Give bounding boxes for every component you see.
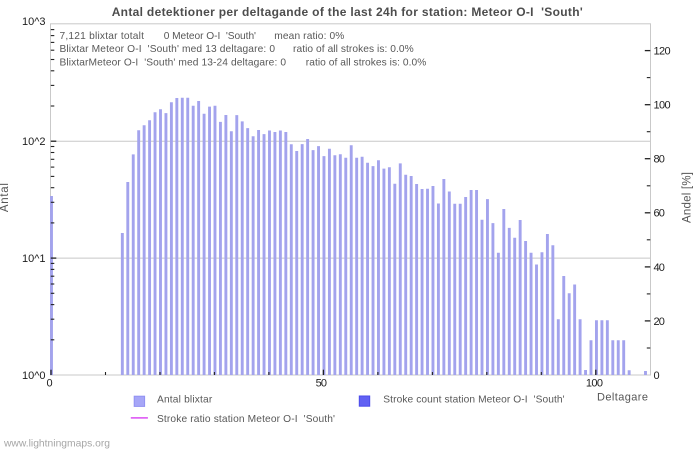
svg-text:120: 120 [654, 46, 671, 58]
svg-text:0: 0 [654, 370, 660, 382]
svg-text:Antal blixtar: Antal blixtar [157, 395, 213, 406]
svg-text:100: 100 [654, 100, 671, 112]
svg-text:BlixtarMeteor O-I 'South' med: BlixtarMeteor O-I 'South' med 13-24 delt… [60, 57, 287, 68]
svg-text:Stroke ratio station Meteor O-: Stroke ratio station Meteor O-I 'South' [157, 414, 335, 425]
svg-text:10^1: 10^1 [22, 253, 46, 265]
svg-text:50: 50 [316, 378, 327, 390]
svg-text:100: 100 [586, 378, 603, 390]
svg-text:10^3: 10^3 [22, 16, 46, 28]
svg-text:ratio of all strokes is: 0.0%: ratio of all strokes is: 0.0% [293, 44, 414, 55]
svg-text:80: 80 [654, 154, 665, 166]
svg-text:7,121 blixtar totalt: 7,121 blixtar totalt [60, 31, 145, 42]
svg-text:ratio of all strokes is: 0.0%: ratio of all strokes is: 0.0% [306, 57, 427, 68]
svg-text:0: 0 [46, 378, 52, 390]
svg-text:Deltagare: Deltagare [597, 391, 648, 403]
svg-text:20: 20 [654, 316, 665, 328]
svg-text:40: 40 [654, 262, 665, 274]
svg-text:Blixtar Meteor O-I 'South' me: Blixtar Meteor O-I 'South' med 13 deltag… [60, 44, 276, 55]
svg-text:Antal detektioner per deltagan: Antal detektioner per deltagande of the … [112, 5, 583, 19]
svg-text:Stroke count station Meteor O-: Stroke count station Meteor O-I 'South' [383, 395, 564, 406]
svg-text:Andel [%]: Andel [%] [682, 172, 694, 223]
svg-text:10^2: 10^2 [22, 136, 46, 148]
svg-text:10^0: 10^0 [22, 370, 46, 382]
svg-text:mean ratio: 0%: mean ratio: 0% [274, 31, 344, 42]
svg-text:60: 60 [654, 208, 665, 220]
svg-text:Antal: Antal [0, 183, 11, 212]
svg-text:0 Meteor O-I 'South': 0 Meteor O-I 'South' [164, 31, 256, 42]
svg-text:www.lightningmaps.org: www.lightningmaps.org [3, 438, 110, 449]
